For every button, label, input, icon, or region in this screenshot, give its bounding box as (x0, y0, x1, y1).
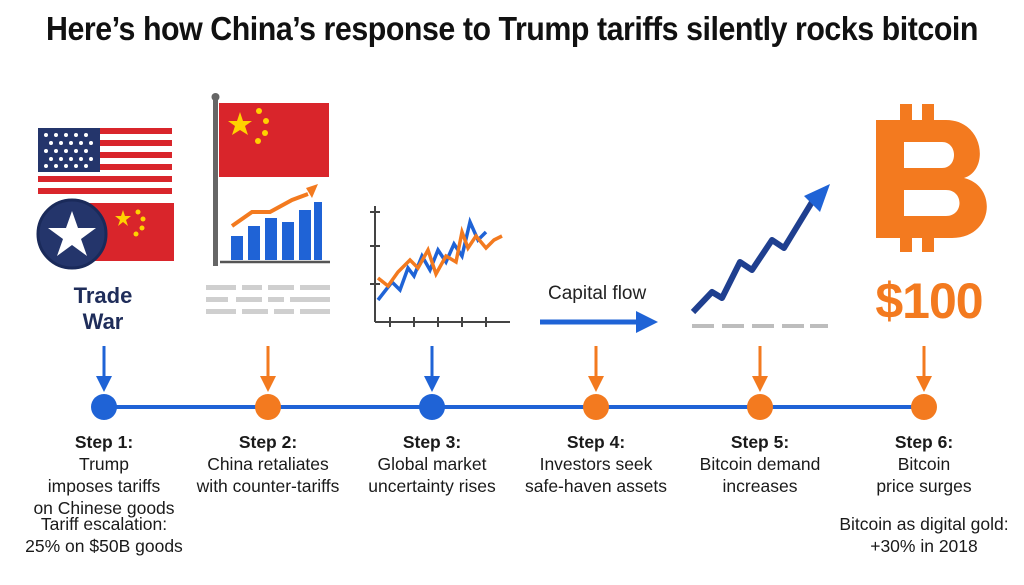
us-flag-icon (38, 128, 172, 200)
down-arrow-3-icon (424, 346, 440, 392)
timeline-dot-6 (911, 394, 937, 420)
down-arrow-4-icon (588, 346, 604, 392)
rising-trend-icon (690, 184, 830, 328)
bar-chart-icon (206, 184, 330, 314)
down-arrow-1-icon (96, 346, 112, 392)
timeline-dot-3 (419, 394, 445, 420)
down-arrow-6-icon (916, 346, 932, 392)
step-5: Step 5: Bitcoin demand increases (699, 432, 821, 496)
down-arrow-5-icon (752, 346, 768, 392)
timeline-dot-5 (747, 394, 773, 420)
arrow-right-icon (540, 311, 658, 333)
step-6: Step 6: Bitcoin price surges (876, 432, 972, 496)
step-4: Step 4: Investors seek safe-haven assets (524, 432, 668, 496)
page-title: Here’s how China’s response to Trump tar… (46, 10, 978, 47)
down-arrow-2-icon (260, 346, 276, 392)
timeline-dot-1 (91, 394, 117, 420)
star-badge-icon (36, 198, 108, 270)
timeline-dots (91, 394, 937, 420)
china-flag-icon (211, 93, 329, 266)
tariff-escalation-note: Tariff escalation: 25% on $50B goods (25, 514, 183, 556)
digital-gold-note: Bitcoin as digital gold: +30% in 2018 (839, 514, 1009, 556)
step-1: Step 1: Trump imposes tariffs on Chinese… (33, 432, 175, 518)
step-3: Step 3: Global market uncertainty rises (368, 432, 496, 496)
volatile-line-chart-icon (370, 206, 510, 327)
timeline-dot-4 (583, 394, 609, 420)
bitcoin-icon (876, 104, 987, 252)
timeline-dot-2 (255, 394, 281, 420)
trade-war-label: Trade War (73, 283, 133, 334)
step-2: Step 2: China retaliates with counter-ta… (196, 432, 340, 496)
bitcoin-price-label: $100 (875, 273, 983, 329)
down-arrows (96, 346, 932, 392)
capital-flow-label: Capital flow (548, 283, 647, 304)
